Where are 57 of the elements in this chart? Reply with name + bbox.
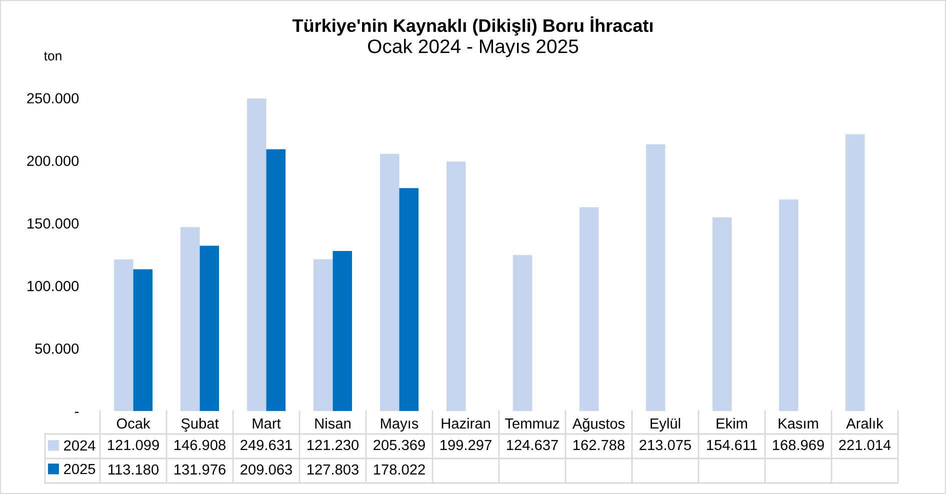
y-tick-label: 100.000 (28, 280, 79, 292)
bar (200, 246, 220, 411)
x-tick-label: Şubat (181, 418, 219, 432)
bar (778, 199, 798, 411)
x-tick-label: Nisan (315, 418, 350, 429)
data-label: 221.014 (839, 440, 891, 450)
data-label: 178.022 (374, 464, 425, 475)
bar (446, 161, 466, 411)
y-tick-label: 200.000 (27, 156, 79, 166)
bar (266, 149, 286, 411)
data-label: 209.063 (240, 464, 292, 475)
bar (313, 259, 333, 411)
bar (845, 134, 865, 411)
y-tick-label: - (74, 412, 79, 413)
data-label: 127.803 (308, 464, 358, 475)
bar (133, 269, 153, 411)
bar (114, 259, 134, 411)
data-label: 121.230 (308, 440, 359, 450)
data-label: 124.637 (507, 440, 558, 450)
data-label: 249.631 (240, 440, 292, 450)
x-tick-label: Mart (252, 418, 281, 429)
data-label: 113.180 (108, 464, 158, 475)
bar (646, 144, 666, 411)
x-tick-label: Mayıs (381, 418, 418, 432)
y-tick-label: 50.000 (35, 344, 79, 354)
data-label: 205.369 (374, 440, 425, 450)
x-tick-label: Eylül (650, 418, 680, 432)
chart-subtitle: Ocak 2024 - Mayıs 2025 (368, 38, 578, 58)
data-label: 121.099 (108, 440, 159, 450)
bar (180, 227, 200, 411)
data-label: 162.788 (574, 440, 624, 450)
x-tick-label: Kasım (778, 418, 818, 429)
x-tick-label: Ekim (716, 418, 747, 429)
x-tick-label: Ocak (116, 418, 150, 429)
y-tick-label: 250.000 (27, 93, 79, 104)
y-tick-label: 150.000 (28, 218, 79, 229)
chart-title: Türkiye'nin Kaynaklı (Dikişli) Boru İhracatı (292, 16, 652, 36)
x-tick-label: Aralık (846, 418, 884, 429)
data-label: 213.075 (640, 440, 691, 450)
data-label: 131.976 (174, 464, 226, 475)
bar (579, 207, 599, 411)
legend-label: 2025 (64, 464, 96, 474)
bar (399, 188, 419, 411)
x-tick-label: Haziran (442, 418, 490, 429)
data-label: 168.969 (773, 440, 824, 450)
y-axis-title: ton (44, 52, 62, 61)
bar (246, 98, 266, 411)
bar (512, 254, 532, 411)
x-tick-label: Ağustos (572, 418, 625, 432)
x-tick-label: Temmuz (505, 418, 560, 429)
data-label: 199.297 (440, 440, 492, 450)
bar (332, 250, 352, 411)
data-label: 154.611 (707, 440, 757, 450)
legend-label: 2024 (64, 440, 96, 451)
data-label: 146.908 (174, 440, 226, 450)
bar (712, 217, 732, 411)
bar (380, 154, 400, 411)
